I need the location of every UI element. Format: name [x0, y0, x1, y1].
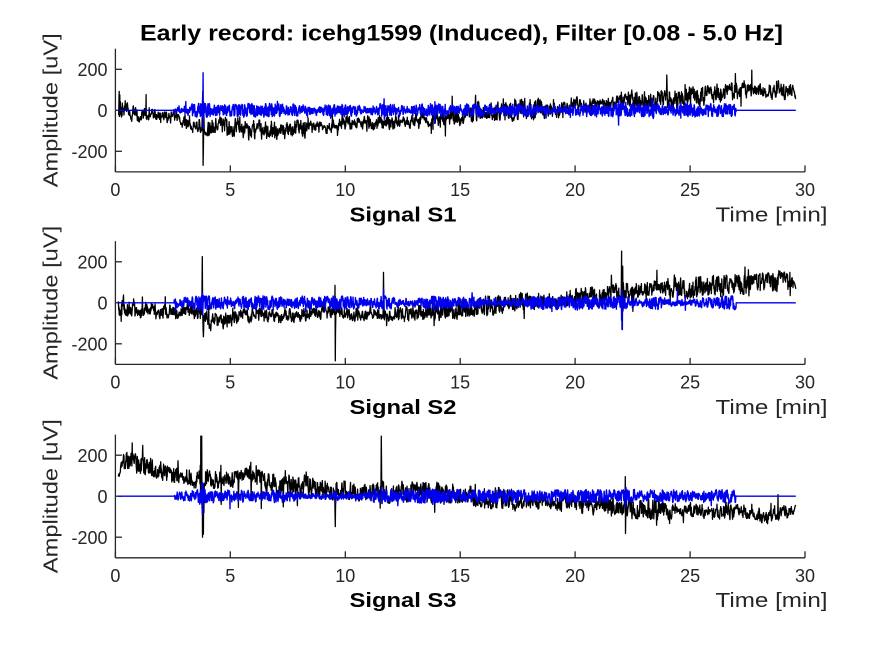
- svg-text:10: 10: [335, 180, 355, 200]
- svg-text:20: 20: [565, 373, 585, 393]
- svg-text:Amplitude [uV]: Amplitude [uV]: [41, 419, 63, 573]
- svg-text:Early record: icehg1599 (Induc: Early record: icehg1599 (Induced), Filte…: [140, 21, 783, 46]
- svg-text:15: 15: [450, 180, 470, 200]
- svg-text:200: 200: [77, 252, 107, 272]
- svg-text:-200: -200: [71, 334, 107, 354]
- svg-text:Signal S3: Signal S3: [350, 590, 457, 612]
- svg-text:25: 25: [680, 373, 700, 393]
- svg-text:Time [min]: Time [min]: [716, 204, 828, 226]
- svg-text:0: 0: [97, 487, 107, 507]
- svg-text:5: 5: [225, 373, 235, 393]
- svg-text:15: 15: [450, 566, 470, 586]
- svg-text:20: 20: [565, 180, 585, 200]
- svg-text:Time [min]: Time [min]: [716, 397, 828, 419]
- svg-text:200: 200: [77, 446, 107, 466]
- svg-text:0: 0: [110, 566, 120, 586]
- svg-text:20: 20: [565, 566, 585, 586]
- svg-text:Signal S1: Signal S1: [350, 204, 457, 226]
- svg-text:30: 30: [795, 566, 815, 586]
- svg-text:200: 200: [77, 60, 107, 80]
- svg-text:Amplitude [uV]: Amplitude [uV]: [41, 33, 63, 187]
- svg-text:10: 10: [335, 566, 355, 586]
- svg-text:0: 0: [97, 293, 107, 313]
- svg-text:-200: -200: [71, 142, 107, 162]
- svg-text:0: 0: [110, 180, 120, 200]
- svg-text:Amplitude [uV]: Amplitude [uV]: [41, 226, 63, 380]
- svg-text:0: 0: [110, 373, 120, 393]
- svg-text:5: 5: [225, 180, 235, 200]
- svg-text:0: 0: [97, 101, 107, 121]
- svg-text:15: 15: [450, 373, 470, 393]
- svg-text:10: 10: [335, 373, 355, 393]
- svg-text:30: 30: [795, 180, 815, 200]
- svg-text:30: 30: [795, 373, 815, 393]
- svg-text:Signal S2: Signal S2: [350, 397, 457, 419]
- svg-text:25: 25: [680, 566, 700, 586]
- svg-text:25: 25: [680, 180, 700, 200]
- svg-text:5: 5: [225, 566, 235, 586]
- svg-text:Time [min]: Time [min]: [716, 590, 828, 612]
- svg-text:-200: -200: [71, 528, 107, 548]
